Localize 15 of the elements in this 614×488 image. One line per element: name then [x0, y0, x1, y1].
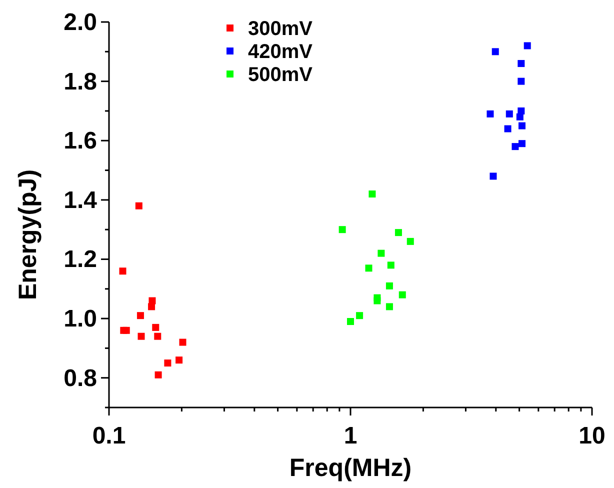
legend-label: 420mV [248, 41, 314, 63]
y-tick-label: 1.2 [64, 246, 97, 274]
x-axis-title: Freq(MHz) [289, 454, 412, 482]
legend-label: 300mV [248, 18, 314, 40]
x-tick-label: 0.1 [92, 422, 126, 450]
x-tick-label: 1 [344, 422, 358, 450]
legend-label: 500mV [248, 64, 314, 86]
x-tick-label: 10 [578, 422, 606, 450]
y-axis-title: Energy(pJ) [14, 169, 42, 300]
y-tick-label: 1.6 [64, 128, 97, 155]
y-tick-label: 1.0 [64, 306, 97, 333]
y-tick-label: 2.0 [64, 9, 97, 36]
y-tick-label: 1.8 [64, 68, 97, 96]
y-tick-label: 0.8 [64, 364, 97, 392]
y-tick-label: 1.4 [64, 186, 98, 214]
